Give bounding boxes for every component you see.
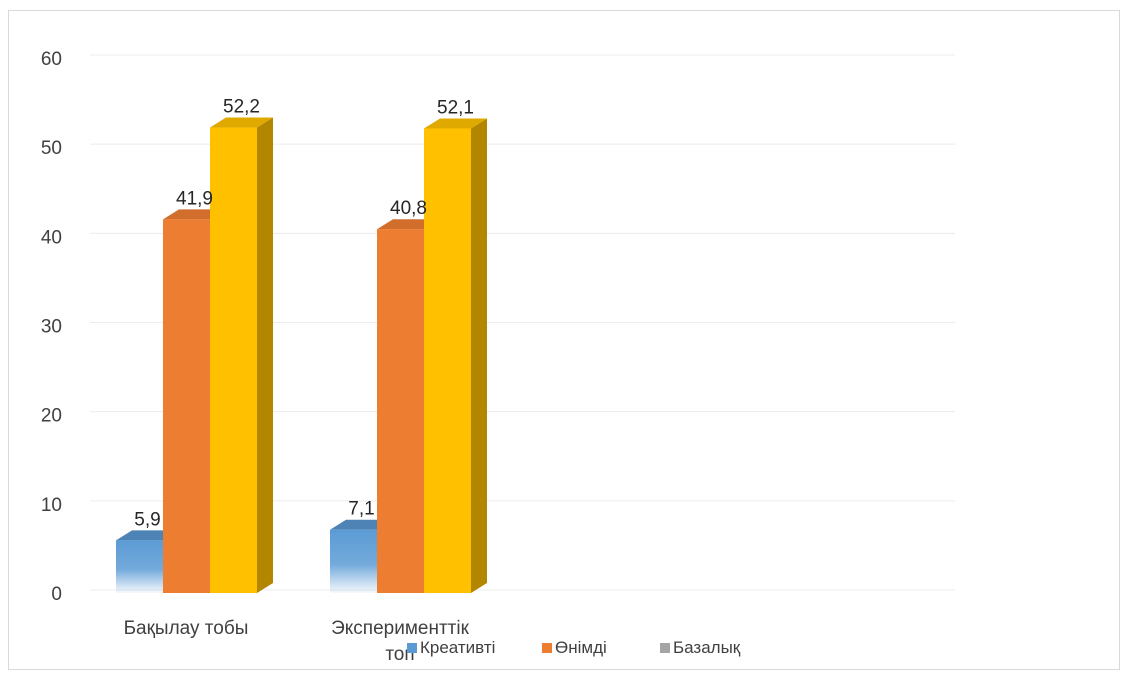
legend: Креативті Өнімді Базалық — [407, 638, 741, 657]
y-tick-label: 30 — [41, 317, 62, 338]
data-labels: 5,9 41,9 52,2 7,1 40,8 52,1 — [134, 97, 474, 531]
bar — [424, 118, 487, 594]
y-tick-label: 50 — [41, 138, 62, 159]
legend-label: Өнімді — [555, 638, 607, 657]
y-tick-label: 40 — [41, 227, 62, 248]
data-label: 5,9 — [134, 509, 160, 530]
legend-swatch — [407, 643, 417, 653]
legend-label: Креативті — [420, 638, 495, 657]
category-label: Бақылау тобы — [124, 618, 249, 639]
y-axis-ticks: 0 10 20 30 40 50 60 — [41, 49, 62, 605]
legend-item: Базалық — [660, 638, 741, 657]
category-labels: Бақылау тобы Эксперименттік топ — [124, 618, 470, 665]
data-label: 52,1 — [437, 97, 474, 118]
data-label: 52,2 — [223, 97, 260, 118]
y-tick-label: 0 — [51, 584, 62, 605]
bars — [116, 117, 487, 594]
y-tick-label: 60 — [41, 49, 62, 70]
y-tick-label: 10 — [41, 495, 62, 516]
data-label: 7,1 — [348, 499, 374, 520]
legend-item: Креативті — [407, 638, 495, 657]
legend-item: Өнімді — [542, 638, 607, 657]
bar — [210, 117, 273, 594]
legend-label: Базалық — [673, 638, 741, 657]
data-label: 41,9 — [176, 188, 213, 209]
data-label: 40,8 — [390, 198, 427, 219]
legend-swatch — [660, 643, 670, 653]
y-tick-label: 20 — [41, 406, 62, 427]
legend-swatch — [542, 643, 552, 653]
